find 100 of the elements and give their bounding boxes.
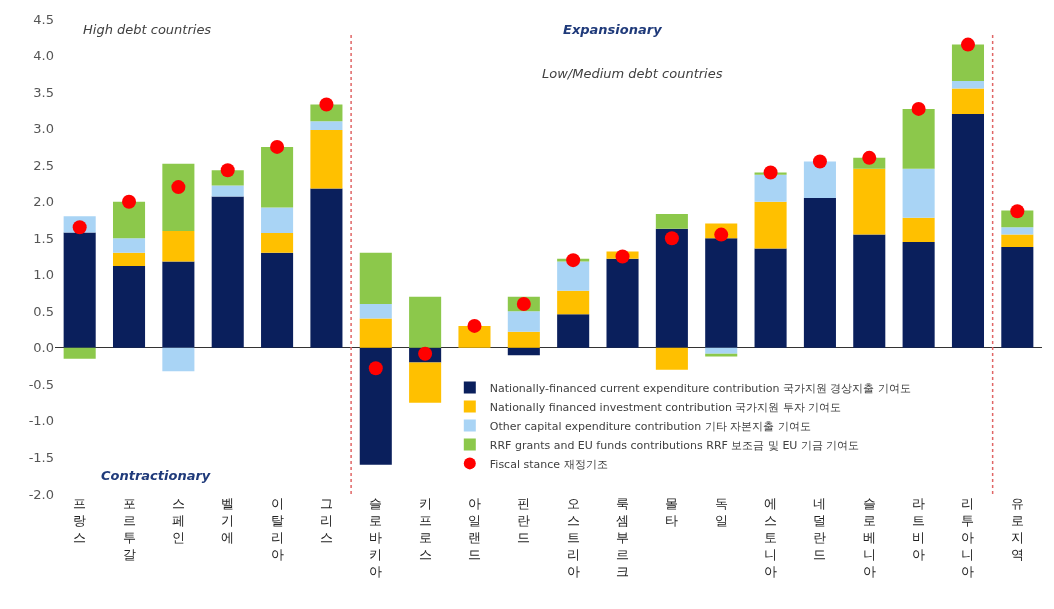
- bar: [1001, 247, 1034, 348]
- bar: [359, 304, 392, 319]
- bar: [1001, 227, 1034, 235]
- point: [812, 154, 827, 169]
- x-tick-label: 프랑스: [73, 496, 87, 545]
- bar: [112, 238, 146, 253]
- bar: [951, 88, 985, 114]
- bar: [655, 214, 688, 229]
- bar: [63, 347, 96, 359]
- bar: [162, 163, 195, 231]
- point: [122, 194, 137, 209]
- bar: [310, 121, 343, 131]
- bar: [112, 266, 146, 348]
- bar: [655, 228, 688, 348]
- y-tick-label: 3.5: [33, 84, 54, 100]
- bar: [803, 198, 836, 348]
- x-tick-label: 슬로베니아: [862, 496, 876, 579]
- annotation: High debt countries: [83, 22, 212, 37]
- point: [763, 165, 778, 180]
- bar: [310, 130, 343, 189]
- y-tick-label: 2.5: [33, 157, 54, 173]
- point: [615, 249, 630, 264]
- bar: [754, 201, 787, 249]
- bar: [705, 347, 738, 354]
- bar: [507, 347, 540, 356]
- bar: [261, 233, 294, 253]
- x-tick-label: 네덜란드: [813, 496, 827, 562]
- bar: [310, 188, 343, 348]
- bar: [557, 261, 590, 291]
- y-tick-label: 1.5: [33, 230, 54, 246]
- bar: [951, 81, 985, 89]
- x-tick-label: 오스트리아: [566, 496, 580, 579]
- y-tick-label: 4.5: [33, 11, 54, 27]
- bar: [261, 207, 294, 234]
- y-tick-label: 1.0: [33, 267, 54, 283]
- bar: [1001, 234, 1034, 247]
- y-tick-label: -1.5: [28, 450, 54, 466]
- bar: [557, 314, 590, 348]
- bar: [655, 347, 688, 370]
- bar: [902, 241, 935, 348]
- legend-label: RRF grants and EU funds contributions RRF 보조금 및 EU 기금 기여도: [489, 438, 860, 452]
- bar: [63, 232, 96, 348]
- bar: [803, 161, 836, 199]
- y-tick-label: 0.5: [33, 303, 54, 319]
- annotation: Expansionary: [563, 22, 663, 37]
- point: [862, 150, 877, 165]
- bar: [902, 168, 935, 218]
- y-tick-label: -0.5: [28, 376, 54, 392]
- y-tick-label: 2.0: [33, 194, 54, 210]
- legend-label: Other capital expenditure contribution 기타 자본지출 기여도: [489, 419, 811, 433]
- bar: [359, 252, 392, 304]
- point: [171, 180, 186, 195]
- point: [418, 346, 433, 361]
- point: [911, 101, 926, 116]
- bar: [853, 168, 886, 235]
- y-tick-label: -1.0: [28, 413, 54, 429]
- bar: [606, 258, 639, 348]
- x-tick-label: 라트비아: [912, 496, 926, 562]
- point: [368, 361, 383, 376]
- bar: [162, 347, 195, 372]
- point: [566, 253, 581, 268]
- bar: [754, 174, 787, 202]
- bar: [951, 44, 985, 82]
- bar: [359, 318, 392, 348]
- annotation: Contractionary: [101, 468, 211, 483]
- x-tick-label: 몰타: [665, 496, 679, 528]
- bar: [162, 261, 195, 348]
- annotation: Low/Medium debt countries: [542, 66, 723, 81]
- point: [467, 318, 482, 333]
- x-tick-label: 룩셈부르크: [616, 496, 630, 579]
- legend-label: Nationally financed investment contribution 국가지원 투자 기여도: [489, 400, 842, 414]
- x-tick-label: 포르투갈: [122, 496, 136, 562]
- legend-label: Nationally-financed current expenditure contribution 국가지원 경상지출 기여도: [489, 381, 911, 395]
- bar: [162, 230, 195, 262]
- legend-label: Fiscal stance 재정기조: [489, 457, 608, 471]
- point: [319, 97, 334, 112]
- bar: [211, 196, 244, 348]
- x-tick-label: 리투아니아: [961, 496, 975, 579]
- x-tick-label: 슬로바키아: [369, 496, 383, 579]
- bar: [261, 252, 294, 348]
- y-tick-label: 0.0: [33, 340, 54, 356]
- bar: [211, 185, 244, 197]
- bar: [902, 108, 935, 169]
- y-tick-label: -2.0: [28, 486, 54, 502]
- x-tick-label: 유로지역: [1010, 496, 1024, 562]
- y-tick-label: 3.0: [33, 121, 54, 137]
- x-tick-label: 키프로스: [418, 496, 432, 562]
- bar: [902, 217, 935, 242]
- x-tick-label: 아일랜드: [467, 496, 481, 562]
- bar: [507, 331, 540, 348]
- x-tick-label: 스페인: [171, 496, 185, 545]
- bar: [112, 201, 146, 239]
- bar: [507, 311, 540, 332]
- bar: [409, 362, 442, 403]
- bar: [112, 252, 146, 266]
- bar: [705, 238, 738, 348]
- y-tick-label: 4.0: [33, 48, 54, 64]
- x-tick-label: 벨기에: [221, 496, 235, 545]
- bar: [951, 114, 985, 348]
- x-tick-label: 에스토니아: [764, 496, 778, 579]
